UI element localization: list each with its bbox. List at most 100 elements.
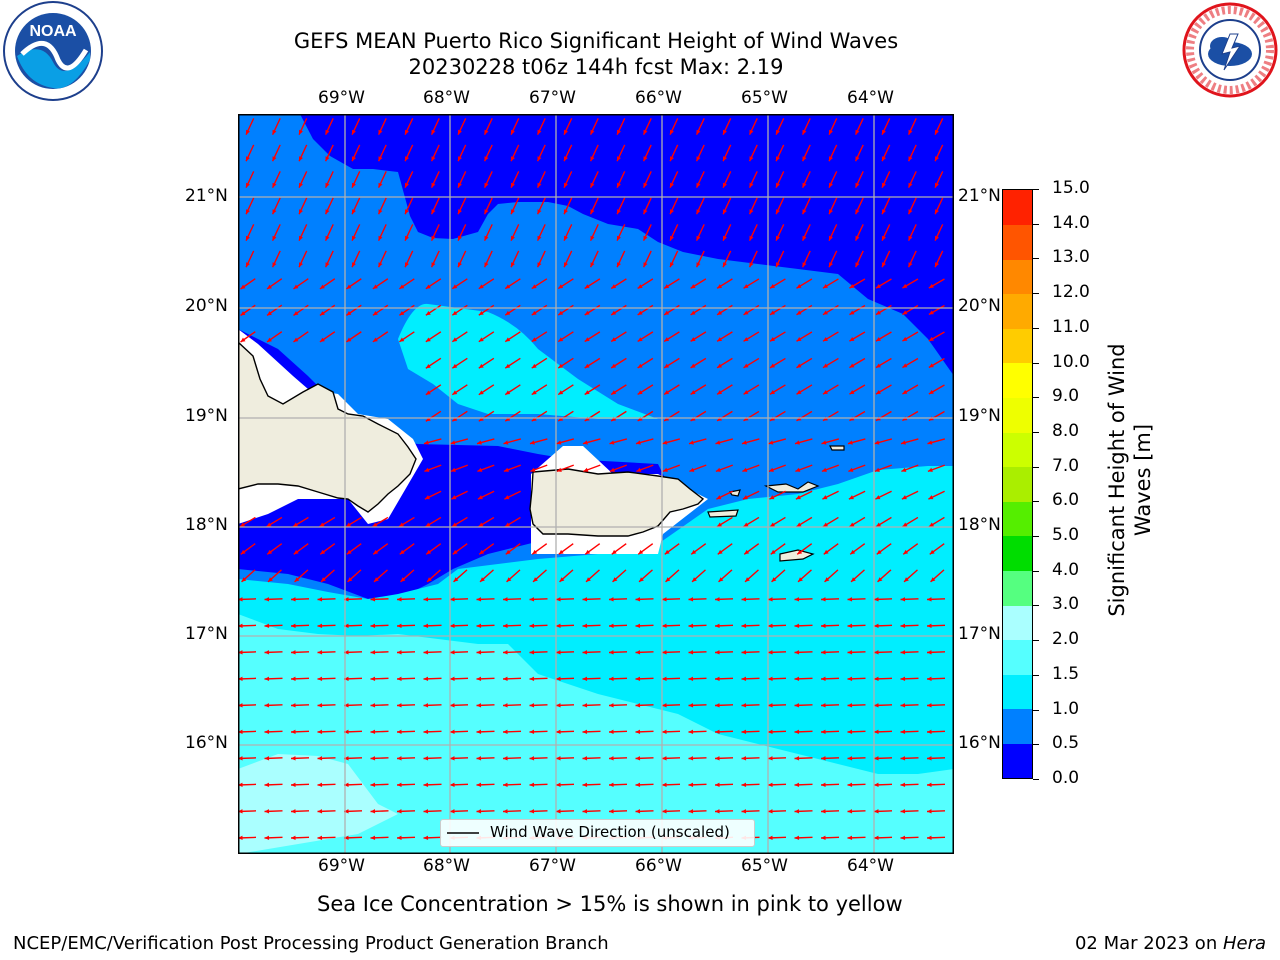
wind-wave-arrowhead — [611, 310, 617, 315]
wind-wave-arrowhead — [776, 235, 780, 241]
wind-wave-arrowhead — [874, 597, 879, 602]
virgin-islands — [763, 481, 820, 493]
wind-wave-arrowhead — [635, 729, 641, 735]
wind-wave-arrowhead — [847, 835, 853, 841]
wind-wave-arrowhead — [794, 597, 800, 602]
wind-wave-arrowhead — [847, 676, 853, 682]
wind-wave-arrowhead — [238, 597, 243, 602]
wind-wave-arrowhead — [585, 549, 591, 555]
wind-wave-arrowhead — [876, 522, 881, 527]
wind-wave-arrowhead — [272, 129, 277, 135]
wind-wave-arrowhead — [264, 729, 270, 735]
wind-wave-arrowhead — [900, 756, 906, 761]
wind-wave-arrowhead — [821, 440, 827, 445]
wind-wave-arrowhead — [238, 782, 243, 788]
lon-label-bottom: 68°W — [423, 856, 470, 876]
wind-wave-arrowhead — [900, 623, 906, 629]
wind-wave-arrowhead — [344, 729, 349, 735]
wind-wave-arrowhead — [908, 129, 913, 135]
wind-wave-arrowhead — [529, 650, 535, 655]
wind-wave-arrowhead — [431, 262, 436, 268]
wind-wave-arrowhead — [378, 235, 383, 241]
wind-wave-arrowhead — [903, 549, 909, 555]
wind-wave-arrowhead — [692, 577, 697, 582]
colorbar-tick-label: 0.5 — [1052, 733, 1080, 754]
wind-wave-arrowhead — [582, 703, 588, 708]
wind-wave-arrowhead — [715, 650, 720, 655]
wind-wave-arrowhead — [452, 363, 458, 369]
wind-wave-arrowhead — [718, 577, 724, 582]
wind-wave-arrowhead — [317, 703, 323, 708]
lon-label-top: 68°W — [423, 88, 470, 108]
wind-wave-arrowhead — [299, 182, 303, 188]
wind-wave-arrowhead — [882, 156, 886, 162]
wind-wave-arrowhead — [609, 729, 614, 735]
wind-wave-arrowhead — [847, 650, 853, 655]
wind-wave-arrowhead — [558, 310, 564, 316]
wind-wave-arrowhead — [688, 782, 694, 788]
wind-wave-arrowhead — [556, 729, 561, 735]
wind-wave-arrowhead — [556, 756, 561, 761]
wind-wave-arrowhead — [450, 729, 455, 735]
wind-wave-arrowhead — [874, 623, 879, 629]
wind-wave-arrowhead — [246, 262, 250, 268]
wind-wave-arrowhead — [829, 156, 833, 162]
wind-wave-arrowhead — [564, 182, 568, 188]
wind-wave-arrowhead — [848, 495, 854, 500]
wind-wave-arrowhead — [741, 756, 747, 761]
wind-wave-arrowhead — [717, 337, 723, 342]
wind-wave-arrowhead — [503, 440, 509, 445]
wind-wave-arrowhead — [480, 577, 485, 582]
wind-wave-arrowhead — [717, 549, 723, 555]
wind-wave-arrowhead — [450, 597, 455, 602]
colorbar-tick-mark — [1033, 397, 1039, 399]
wind-wave-arrowhead — [855, 129, 860, 135]
wind-wave-arrowhead — [505, 390, 511, 395]
wind-wave-arrowhead — [849, 283, 855, 289]
wind-wave-arrowhead — [643, 209, 648, 215]
wind-wave-arrowhead — [505, 416, 511, 422]
wind-wave-arrowhead — [609, 809, 614, 814]
wind-wave-arrowhead — [796, 390, 802, 395]
wind-wave-arrowhead — [397, 782, 402, 788]
wind-wave-arrowhead — [743, 310, 749, 315]
wind-wave-arrowhead — [927, 703, 932, 708]
wind-wave-arrowhead — [935, 235, 939, 241]
wind-wave-arrowhead — [484, 156, 489, 162]
wind-wave-arrowhead — [264, 623, 270, 629]
wind-wave-arrowhead — [927, 650, 932, 655]
wind-wave-arrowhead — [797, 549, 803, 555]
wind-wave-arrowhead — [822, 310, 828, 315]
wind-wave-arrowhead — [928, 336, 934, 342]
wind-wave-arrowhead — [900, 809, 906, 814]
footer-branch: NCEP/EMC/Verification Post Processing Pr… — [13, 933, 609, 954]
wind-wave-arrowhead — [584, 284, 590, 289]
wind-wave-arrowhead — [272, 156, 277, 162]
wind-wave-arrowhead — [847, 729, 853, 735]
sea-ice-note: Sea Ice Concentration > 15% is shown in … — [317, 892, 903, 916]
wind-wave-arrowhead — [849, 363, 855, 368]
wind-wave-arrowhead — [268, 577, 273, 582]
wind-wave-arrowhead — [450, 676, 455, 682]
footer-date-text: 02 Mar 2023 on — [1074, 933, 1223, 954]
wind-wave-arrowhead — [882, 235, 886, 241]
wind-wave-arrowhead — [299, 235, 303, 241]
wind-wave-arrowhead — [855, 209, 860, 215]
wind-wave-arrowhead — [688, 676, 694, 682]
lat-label-right: 16°N — [958, 733, 1001, 753]
wind-wave-arrowhead — [458, 209, 462, 215]
wind-wave-arrowhead — [370, 782, 376, 788]
wind-wave-arrowhead — [450, 467, 456, 472]
wind-wave-arrowhead — [749, 209, 754, 215]
wind-wave-arrowhead — [849, 310, 855, 315]
wind-wave-arrowhead — [637, 337, 643, 342]
wind-wave-arrowhead — [476, 809, 482, 814]
wind-wave-arrowhead — [662, 440, 668, 445]
wind-wave-arrowhead — [590, 129, 595, 135]
wind-wave-arrowhead — [423, 650, 429, 655]
wind-wave-arrowhead — [794, 676, 800, 682]
wind-wave-arrowhead — [299, 209, 303, 215]
wind-wave-arrowhead — [617, 209, 621, 215]
wind-wave-arrowhead — [537, 156, 542, 162]
footer-machine: Hera — [1222, 933, 1266, 954]
